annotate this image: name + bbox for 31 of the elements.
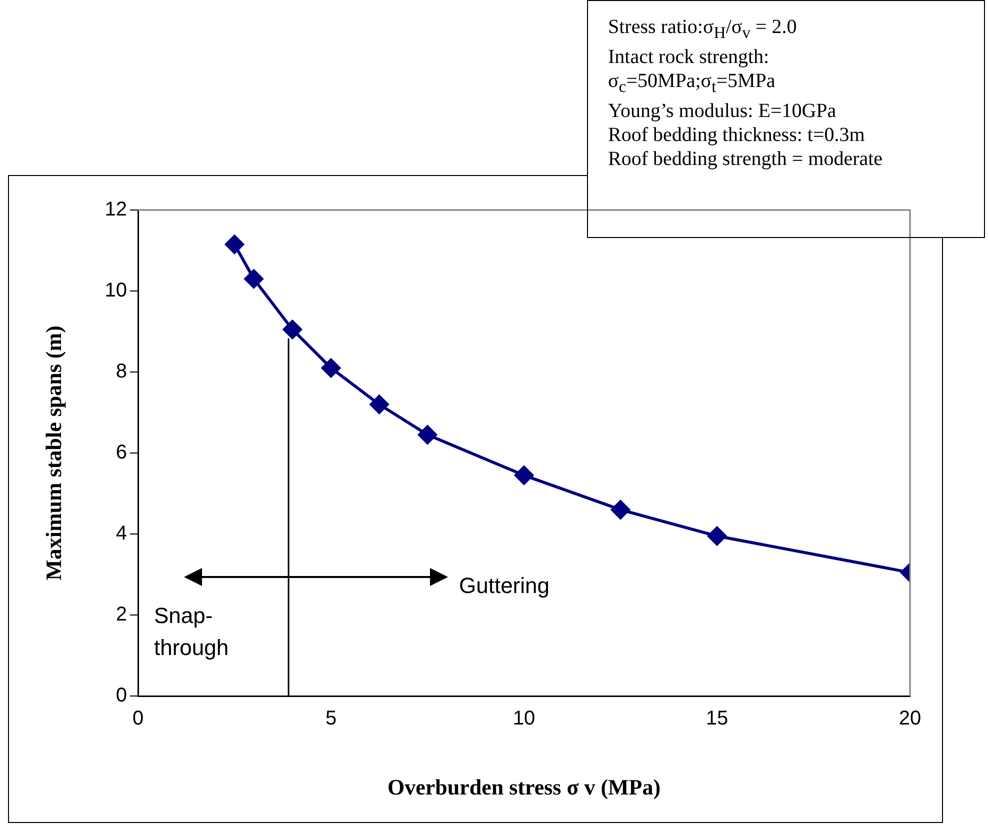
annotation: Snap-through [154,602,230,662]
annotation: Guttering [459,572,550,600]
x-axis-title: Overburden stress σ v (MPa) [387,774,661,800]
y-tick-label: 2 [116,604,127,626]
text: Intact rock strength: [608,45,770,69]
point [322,358,340,378]
x-tick-label: 10 [512,708,536,730]
y-axis-title: Maximum stable spans (m) [40,326,66,580]
point [611,500,630,520]
y-tick-label: 6 [116,442,127,464]
point [225,234,244,254]
text: Stress ratio:σ$_{H}$/σ$_{v}$ = 2.0 [608,15,798,44]
point [282,320,302,339]
text: Young’s modulus: E=10GPa [608,99,838,123]
point [708,526,726,546]
point [514,466,534,485]
text: σ$_{c}$=50MPa;σ$_{t}$=5MPa [608,69,776,98]
y-tick-label: 0 [116,684,127,707]
x-tick-label: 20 [898,708,922,730]
y-tick-label: 12 [104,198,127,221]
point [370,394,389,414]
x-tick-label: 0 [132,708,144,730]
x-tick-label: 15 [706,708,728,730]
text: Roof bedding thickness: t=0.3m [608,123,866,147]
point [418,425,437,444]
point [244,269,264,288]
y-tick-label: 8 [116,360,127,383]
text: Roof bedding strength = moderate [608,147,884,171]
x-tick-label: 5 [325,708,337,730]
y-tick-label: 4 [116,522,127,545]
y-tick-label: 10 [104,280,127,302]
